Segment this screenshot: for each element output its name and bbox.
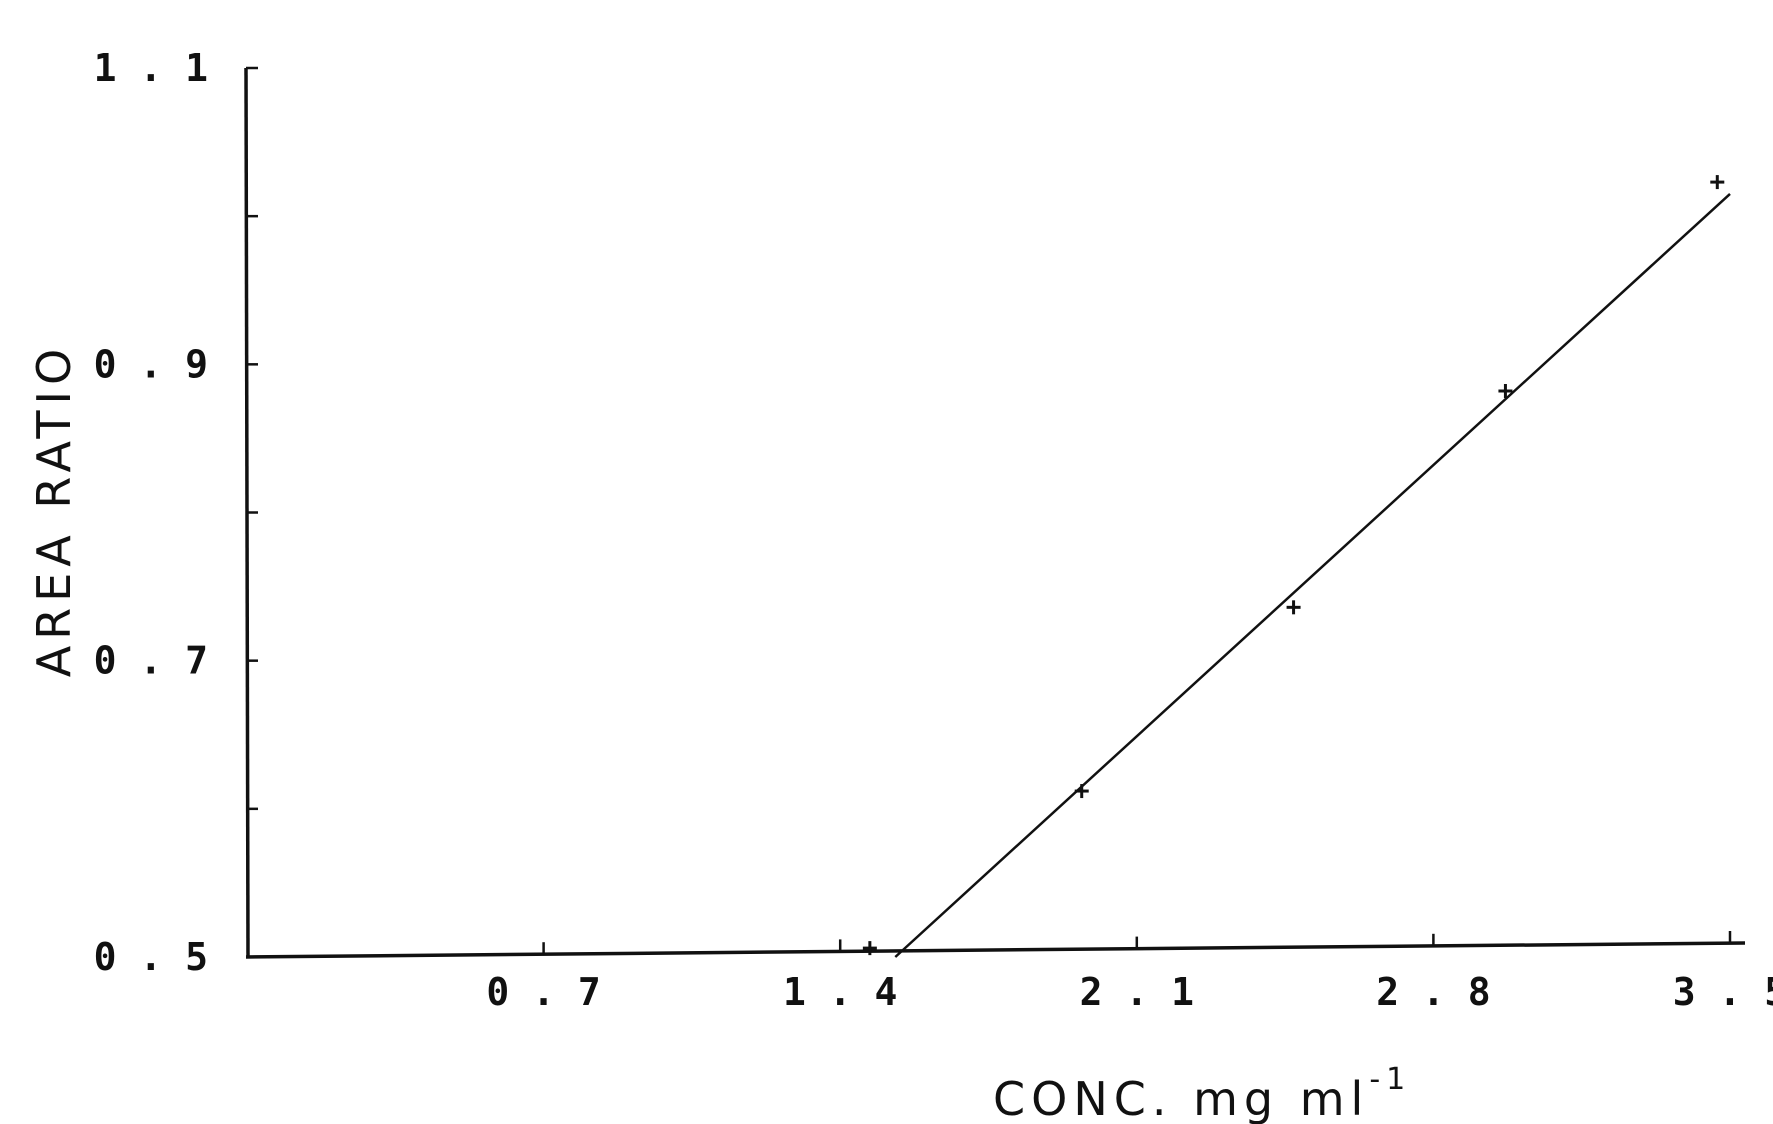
data-point-marker xyxy=(1498,384,1513,399)
y-ticks: 0 . 5 0 . 7 0 . 9 1 . 1 xyxy=(94,46,258,979)
data-point-marker xyxy=(1710,175,1725,190)
x-tick-label: 0 . 7 xyxy=(486,970,600,1014)
y-tick-label: 0 . 7 xyxy=(94,639,208,683)
axes xyxy=(244,67,1746,959)
x-axis-line xyxy=(245,941,1746,959)
x-tick-label: 2 . 1 xyxy=(1080,970,1194,1014)
x-axis-title: CONC. mg ml-1 xyxy=(993,1062,1411,1124)
y-tick-label: 0 . 9 xyxy=(94,342,208,386)
y-tick-label: 0 . 5 xyxy=(94,935,208,979)
x-axis-title-superscript: -1 xyxy=(1369,1062,1411,1097)
fit-line xyxy=(894,193,1731,958)
y-tick-label: 1 . 1 xyxy=(94,46,208,90)
y-axis-title: AREA RATIO xyxy=(27,343,81,677)
data-point-marker xyxy=(862,941,877,956)
x-tick-label: 2 . 8 xyxy=(1376,970,1490,1014)
data-point-marker xyxy=(1074,784,1089,799)
data-point-marker xyxy=(1286,600,1301,615)
x-tick-label: 3 . 5 xyxy=(1673,970,1773,1014)
x-axis-title-text: CONC. mg ml xyxy=(993,1072,1369,1124)
data-points xyxy=(862,175,1725,956)
x-ticks: 0 . 7 1 . 4 2 . 1 2 . 8 3 . 5 xyxy=(486,931,1773,1014)
fit-lines xyxy=(894,193,1731,958)
x-tick-label: 1 . 4 xyxy=(783,970,897,1014)
